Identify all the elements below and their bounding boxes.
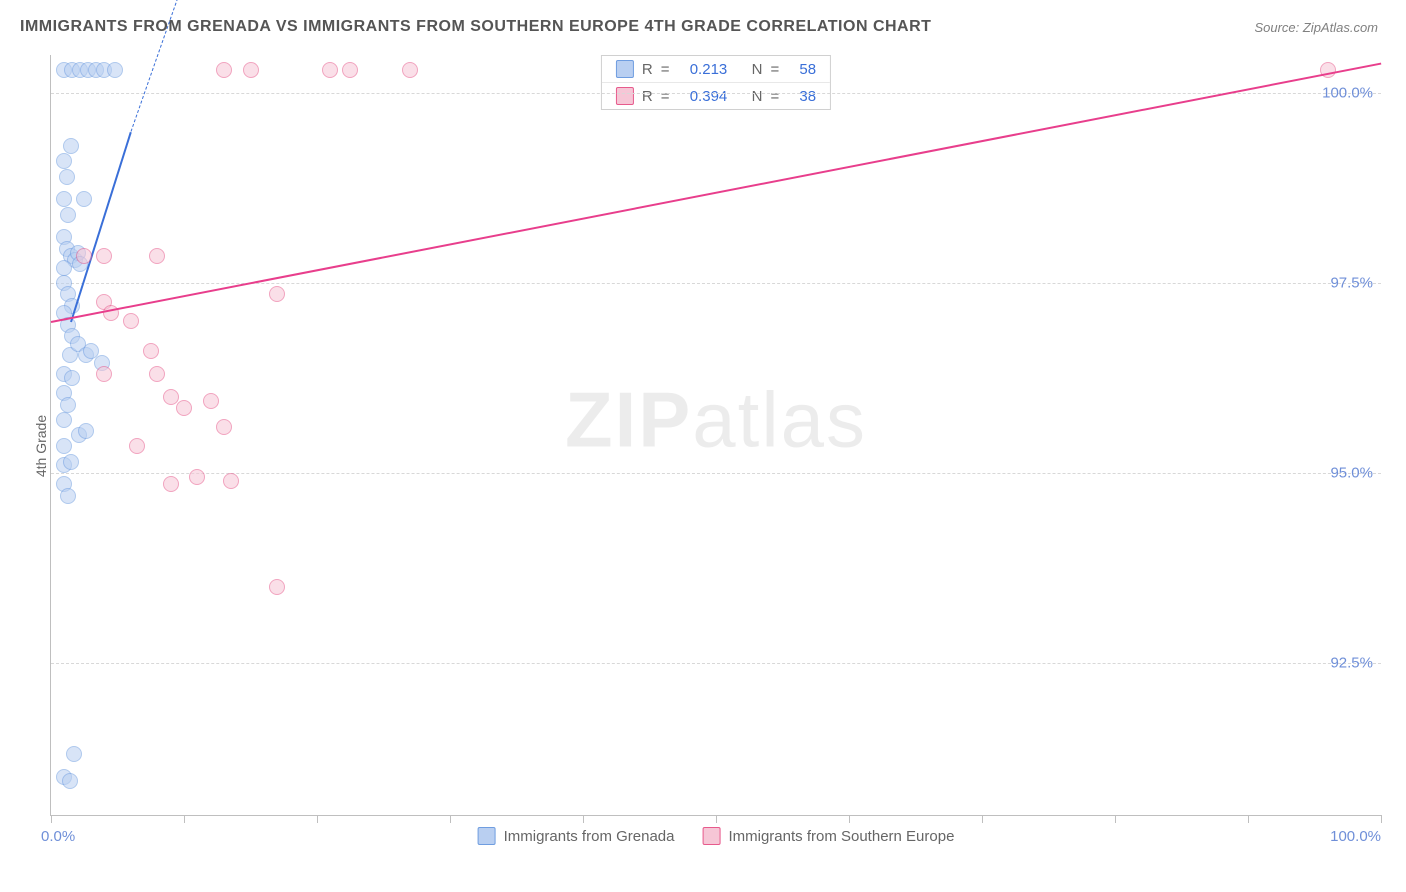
series-legend: Immigrants from Grenada Immigrants from … [478, 827, 955, 845]
data-point [163, 389, 179, 405]
data-point [59, 169, 75, 185]
x-tick [583, 815, 584, 823]
data-point [149, 248, 165, 264]
correlation-legend: R = 0.213 N = 58 R = 0.394 N = 38 [601, 55, 831, 110]
scatter-plot-area: ZIPatlas R = 0.213 N = 58 R = 0.394 N = … [50, 55, 1381, 816]
data-point [63, 138, 79, 154]
legend-row: R = 0.394 N = 38 [602, 83, 830, 109]
data-point [189, 469, 205, 485]
x-tick [1115, 815, 1116, 823]
data-point [76, 191, 92, 207]
data-point [163, 476, 179, 492]
data-point [149, 366, 165, 382]
x-tick [982, 815, 983, 823]
y-tick-label: 97.5% [1330, 275, 1373, 292]
chart-title: IMMIGRANTS FROM GRENADA VS IMMIGRANTS FR… [20, 18, 931, 36]
x-tick [1381, 815, 1382, 823]
gridline [51, 663, 1381, 664]
data-point [62, 773, 78, 789]
y-axis-label: 4th Grade [33, 415, 49, 477]
r-value: 0.213 [690, 61, 728, 78]
data-point [129, 438, 145, 454]
data-point [203, 393, 219, 409]
series-name: Immigrants from Grenada [504, 828, 675, 845]
x-axis-min-label: 0.0% [41, 828, 75, 845]
x-tick [1248, 815, 1249, 823]
x-tick [317, 815, 318, 823]
y-tick-label: 95.0% [1330, 465, 1373, 482]
data-point [402, 62, 418, 78]
legend-swatch-icon [616, 87, 634, 105]
data-point [56, 260, 72, 276]
data-point [322, 62, 338, 78]
legend-swatch-icon [702, 827, 720, 845]
data-point [64, 370, 80, 386]
gridline [51, 473, 1381, 474]
data-point [63, 454, 79, 470]
data-point [143, 343, 159, 359]
data-point [216, 419, 232, 435]
data-point [269, 286, 285, 302]
data-point [96, 366, 112, 382]
x-tick [716, 815, 717, 823]
data-point [216, 62, 232, 78]
data-point [56, 412, 72, 428]
r-value: 0.394 [690, 88, 728, 105]
y-tick-label: 100.0% [1322, 85, 1373, 102]
data-point [60, 488, 76, 504]
x-tick [184, 815, 185, 823]
legend-row: R = 0.213 N = 58 [602, 56, 830, 83]
watermark: ZIPatlas [565, 374, 867, 465]
data-point [56, 153, 72, 169]
data-point [60, 397, 76, 413]
data-point [123, 313, 139, 329]
x-tick [849, 815, 850, 823]
data-point [269, 579, 285, 595]
data-point [56, 438, 72, 454]
series-name: Immigrants from Southern Europe [728, 828, 954, 845]
data-point [223, 473, 239, 489]
y-tick-label: 92.5% [1330, 655, 1373, 672]
data-point [56, 191, 72, 207]
data-point [107, 62, 123, 78]
data-point [66, 746, 82, 762]
data-point [60, 207, 76, 223]
x-tick [450, 815, 451, 823]
n-value: 38 [799, 88, 816, 105]
n-value: 58 [799, 61, 816, 78]
legend-item: Immigrants from Grenada [478, 827, 675, 845]
gridline [51, 93, 1381, 94]
legend-swatch-icon [616, 60, 634, 78]
source-text: Source: ZipAtlas.com [1254, 20, 1378, 35]
data-point [176, 400, 192, 416]
data-point [342, 62, 358, 78]
data-point [78, 423, 94, 439]
data-point [243, 62, 259, 78]
data-point [96, 248, 112, 264]
data-point [76, 248, 92, 264]
x-tick [51, 815, 52, 823]
x-axis-max-label: 100.0% [1330, 828, 1381, 845]
legend-item: Immigrants from Southern Europe [702, 827, 954, 845]
legend-swatch-icon [478, 827, 496, 845]
